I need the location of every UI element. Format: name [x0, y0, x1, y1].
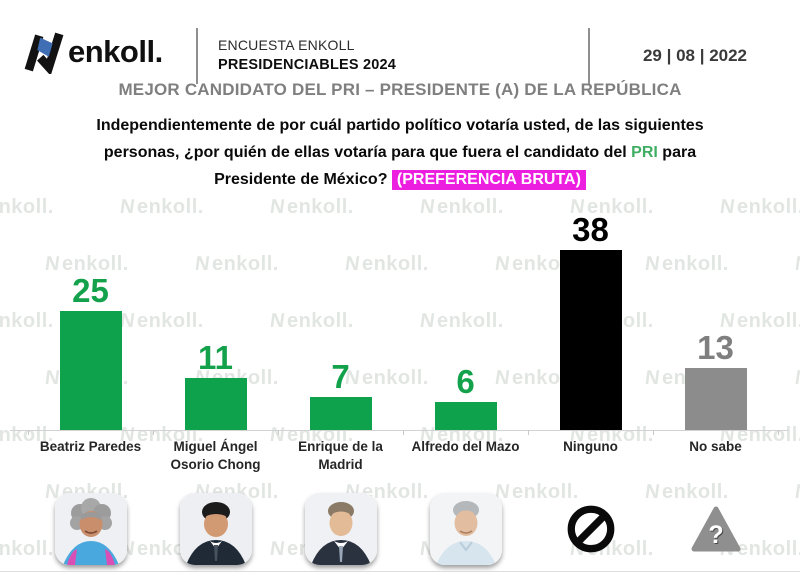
survey-date: 29 | 08 | 2022: [642, 46, 748, 65]
svg-text:?: ?: [708, 521, 723, 549]
icon-cell: [403, 489, 528, 569]
bar-ninguno: [559, 249, 622, 430]
bar-beatriz-paredes: [59, 311, 122, 430]
axis-tick: [278, 430, 279, 435]
survey-program: ENCUESTA ENKOLL PRESIDENCIABLES 2024: [218, 35, 396, 76]
bar-no-sabe: [684, 368, 747, 430]
bar-value-label: 7: [331, 357, 350, 395]
bar-alfredo-del-mazo: [434, 401, 497, 430]
bar-chart: 25 11 7 6 38 13: [28, 196, 778, 430]
enkoll-logo-icon: [24, 32, 64, 74]
bar-value-label: 38: [572, 210, 609, 248]
bar-value-label: 6: [456, 362, 475, 400]
category-labels: Beatriz Paredes Miguel Ángel Osorio Chon…: [28, 438, 778, 473]
beatriz-paredes-portrait-icon: [54, 493, 127, 565]
survey-label: ENCUESTA ENKOLL: [218, 37, 355, 53]
axis-tick: [778, 430, 779, 435]
category-beatriz-paredes: Beatriz Paredes: [39, 439, 142, 454]
question-text: Independientemente de por cuál partido p…: [35, 112, 765, 193]
icon-cell: [528, 489, 653, 569]
photo-enrique-de-la-madrid: [304, 493, 377, 565]
logo-text: enkoll.: [68, 34, 163, 69]
de-la-madrid-portrait-icon: [304, 493, 377, 565]
chart-column: 6: [403, 196, 528, 430]
bar-enrique-de-la-madrid: [309, 396, 372, 430]
icon-cell: [28, 489, 153, 569]
bar-miguel-angel-osorio-chong: [184, 377, 247, 430]
question-line-3: Presidente de México? (PREFERENCIA BRUTA…: [35, 166, 765, 193]
icon-cell: [278, 489, 403, 569]
page-title: MEJOR CANDIDATO DEL PRI – PRESIDENTE (A)…: [118, 80, 682, 99]
footer-divider-line: [0, 571, 800, 572]
question-line-2: personas, ¿por quién de ellas votaría pa…: [103, 144, 697, 161]
axis-tick: [28, 430, 29, 435]
x-axis-line: [10, 430, 788, 431]
chart-column: 11: [153, 196, 278, 430]
header-divider-left: [196, 28, 198, 84]
category-ninguno: Ninguno: [563, 439, 618, 454]
category-enrique-de-la-madrid: Enrique de la Madrid: [298, 439, 383, 472]
question-mark-triangle-icon: ? ?: [691, 506, 740, 552]
osorio-chong-portrait-icon: [179, 493, 252, 565]
header-divider-right: [588, 28, 590, 84]
photo-beatriz-paredes: [54, 493, 127, 565]
chart-column: 13: [653, 196, 778, 430]
prohibited-icon: [567, 505, 614, 553]
axis-tick: [153, 430, 154, 435]
bar-value-label: 11: [198, 338, 233, 376]
chart-column: 38: [528, 196, 653, 430]
svg-text:?: ?: [709, 522, 724, 550]
photo-alfredo-del-mazo: [429, 493, 502, 565]
enkoll-logo: enkoll.: [24, 30, 163, 74]
del-mazo-portrait-icon: [429, 493, 502, 565]
chart-column: 7: [278, 196, 403, 430]
photo-miguel-angel-osorio-chong: [179, 493, 252, 565]
watermark: Nenkoll.: [793, 253, 800, 275]
icon-cell: [153, 489, 278, 569]
axis-tick: [528, 430, 529, 435]
chart-column: 25: [28, 196, 153, 430]
party-abbrev: PRI: [631, 144, 658, 161]
survey-name: PRESIDENCIABLES 2024: [218, 57, 397, 74]
bar-value-label: 25: [72, 272, 109, 310]
bar-value-label: 13: [697, 329, 734, 367]
preference-type-badge: (PREFERENCIA BRUTA): [391, 170, 586, 190]
category-no-sabe: No sabe: [689, 439, 742, 454]
axis-tick: [403, 430, 404, 435]
icon-cell: ? ?: [653, 489, 778, 569]
watermark: Nenkoll.: [793, 481, 800, 503]
candidate-icons-row: ? ?: [28, 489, 778, 569]
watermark: Nenkoll.: [793, 367, 800, 389]
question-line-1: Independientemente de por cuál partido p…: [96, 117, 704, 134]
category-miguel-angel-osorio-chong: Miguel Ángel Osorio Chong: [170, 439, 261, 472]
axis-tick: [653, 430, 654, 435]
category-alfredo-del-mazo: Alfredo del Mazo: [411, 439, 520, 454]
